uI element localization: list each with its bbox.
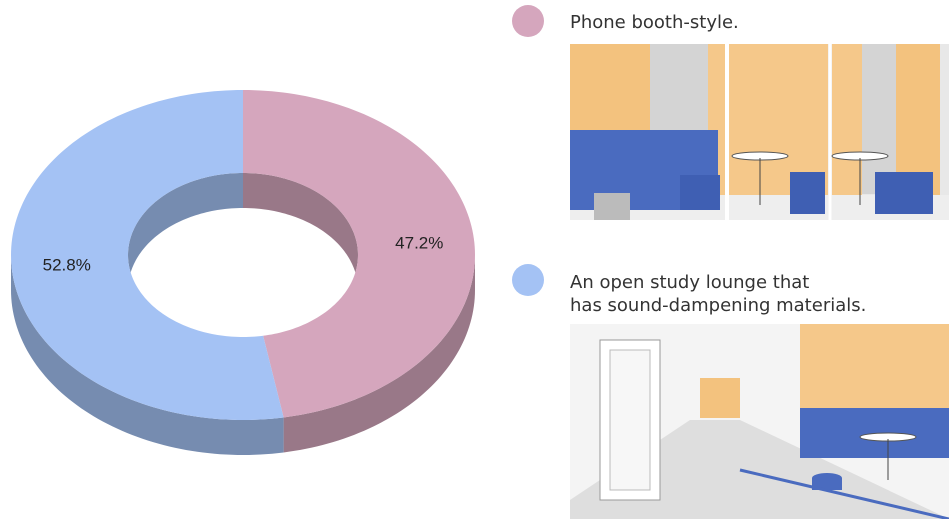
donut: 47.2% 52.8% [11, 90, 475, 455]
slice-side [11, 255, 284, 455]
illustration-booths [570, 44, 949, 220]
slice-side [283, 255, 475, 453]
slice-label: 47.2% [395, 234, 443, 253]
slice [11, 90, 284, 420]
illustration-lounge [570, 324, 949, 519]
slice-inner-wall [243, 173, 358, 290]
legend-swatch [512, 5, 544, 37]
slice-inner-wall [128, 173, 243, 290]
legend-label: Phone booth-style. [570, 12, 739, 33]
legend-label: An open study lounge that has sound-dampe… [570, 272, 866, 316]
slice [243, 90, 475, 418]
legend-swatch [512, 264, 544, 296]
legend: Phone booth-style. An open study lounge … [512, 5, 866, 316]
slice-label: 52.8% [43, 255, 91, 274]
